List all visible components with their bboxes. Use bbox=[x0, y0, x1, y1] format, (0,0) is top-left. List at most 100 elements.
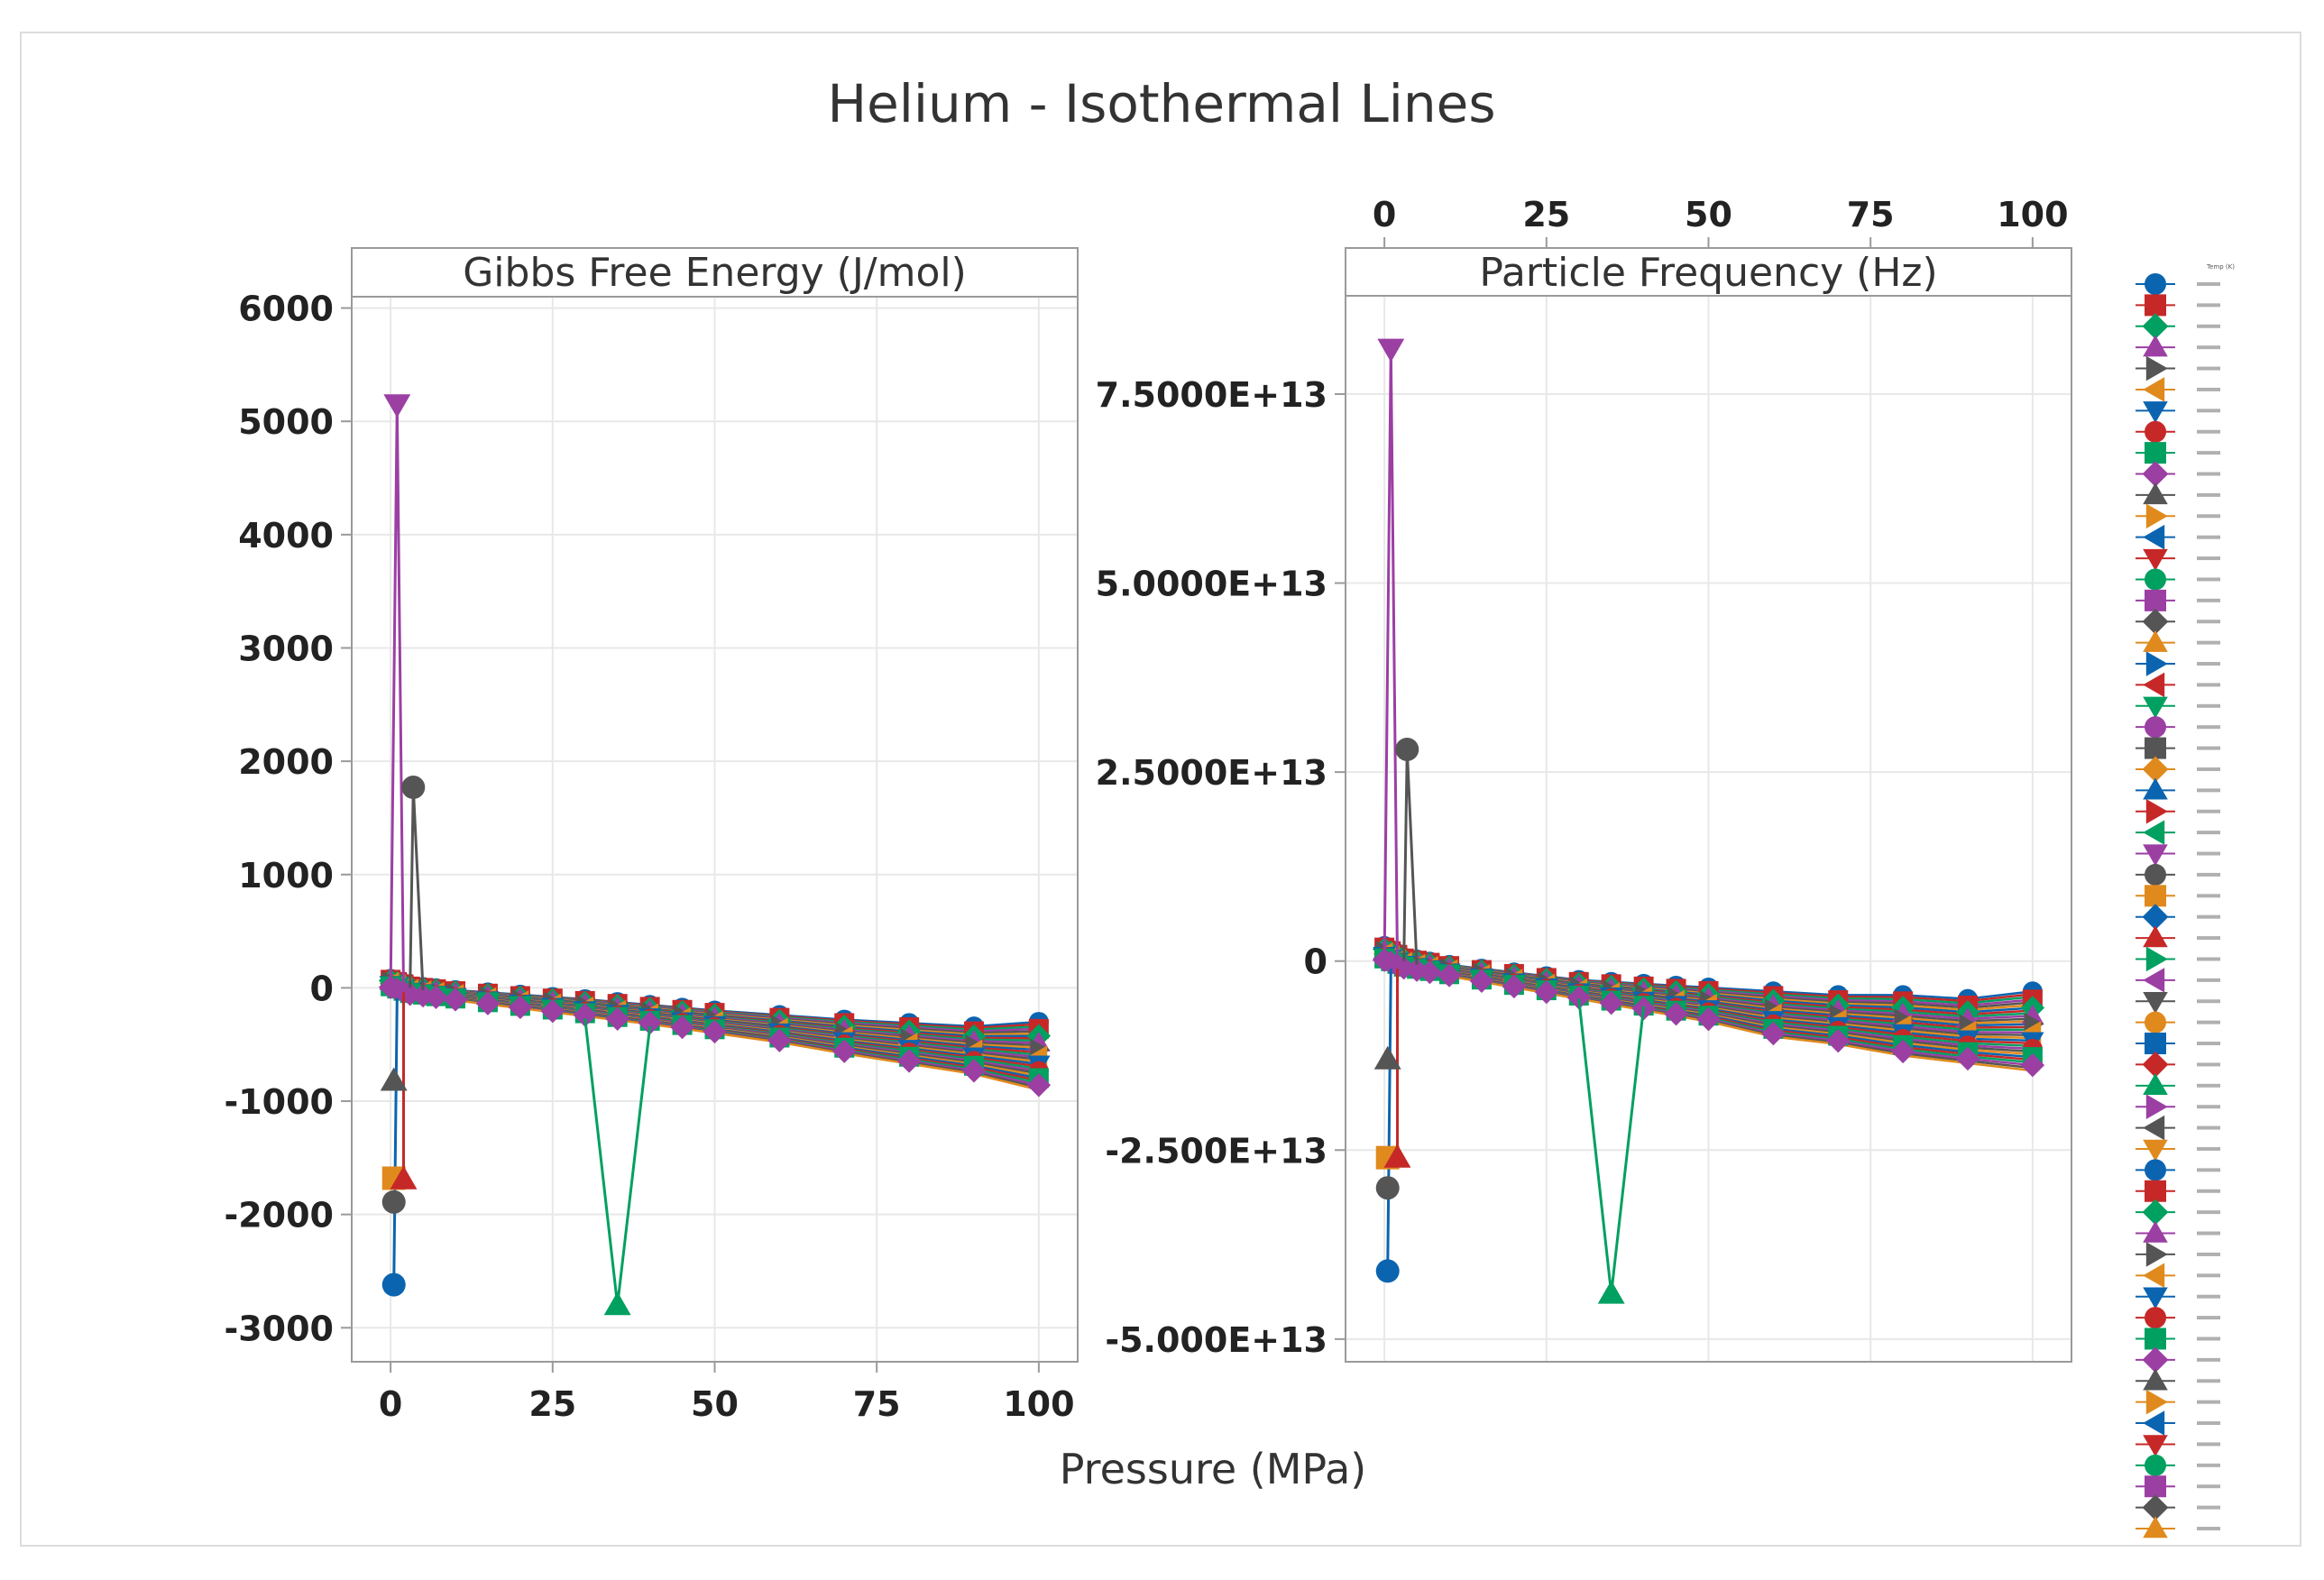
legend-marker bbox=[2145, 1094, 2168, 1120]
x-tick-label: 25 bbox=[1522, 195, 1570, 234]
x-tick-label: 50 bbox=[1685, 195, 1732, 234]
legend-label-placeholder bbox=[2197, 746, 2220, 750]
legend-label-placeholder bbox=[2197, 662, 2220, 666]
legend-marker bbox=[2143, 1115, 2165, 1141]
legend-marker bbox=[2145, 1242, 2168, 1267]
legend-marker bbox=[2143, 335, 2168, 357]
legend-marker bbox=[2143, 1263, 2165, 1289]
series-point bbox=[1437, 963, 1462, 988]
legend-marker bbox=[2143, 696, 2168, 719]
legend-label-placeholder bbox=[2197, 809, 2220, 813]
legend-label-placeholder bbox=[2197, 978, 2220, 982]
legend-label-placeholder bbox=[2197, 1421, 2220, 1426]
legend: Temp (K) bbox=[2136, 263, 2235, 1539]
legend-label-placeholder bbox=[2197, 1210, 2220, 1215]
series-point bbox=[1761, 1021, 1786, 1046]
legend-label-placeholder bbox=[2197, 409, 2220, 413]
series-point bbox=[424, 985, 448, 1009]
legend-marker bbox=[2143, 1139, 2168, 1162]
legend-marker bbox=[2142, 1494, 2169, 1521]
legend-label-placeholder bbox=[2197, 1168, 2220, 1172]
highlight-point bbox=[1375, 1176, 1400, 1200]
legend-marker bbox=[2143, 1073, 2168, 1096]
series-point bbox=[605, 1006, 629, 1032]
highlight-line bbox=[1382, 348, 1399, 961]
legend-label-placeholder bbox=[2197, 577, 2220, 582]
data-layer bbox=[378, 394, 1052, 1316]
legend-marker bbox=[2145, 1307, 2166, 1329]
x-axis-label: Pressure (MPa) bbox=[1060, 1445, 1367, 1493]
legend-marker bbox=[2145, 716, 2166, 739]
y-tick-label: 5000 bbox=[238, 402, 334, 442]
highlight-point bbox=[1395, 737, 1419, 761]
panel-title: Gibbs Free Energy (J/mol) bbox=[463, 250, 967, 296]
legend-marker bbox=[2145, 568, 2166, 591]
series-point bbox=[1469, 969, 1494, 993]
legend-label-placeholder bbox=[2197, 429, 2220, 434]
y-tick-label: 6000 bbox=[238, 289, 334, 329]
highlight-point bbox=[1597, 1280, 1625, 1304]
legend-marker bbox=[2145, 1011, 2166, 1033]
highlight-line bbox=[583, 1018, 652, 1306]
y-tick-label: 0 bbox=[310, 969, 334, 1008]
y-tick-label: 3000 bbox=[238, 629, 334, 668]
legend-marker bbox=[2145, 1033, 2166, 1055]
highlight-point bbox=[1373, 1045, 1401, 1070]
legend-label-placeholder bbox=[2197, 451, 2220, 455]
highlight-point bbox=[401, 776, 426, 800]
highlight-point bbox=[1383, 1144, 1411, 1168]
legend-marker bbox=[2142, 1346, 2169, 1373]
legend-label-placeholder bbox=[2197, 1337, 2220, 1341]
legend-label-placeholder bbox=[2197, 894, 2220, 898]
y-tick-label: 4000 bbox=[238, 516, 334, 556]
panel-frequency: Particle Frequency (Hz) 7.5000E+13 5.0000E… bbox=[1096, 195, 2072, 1363]
panels: Gibbs Free Energy (J/mol)600050004000300… bbox=[224, 195, 2072, 1424]
series-point bbox=[670, 1015, 694, 1040]
legend-label-placeholder bbox=[2197, 1357, 2220, 1362]
legend-marker bbox=[2143, 524, 2165, 550]
series-point bbox=[573, 1003, 597, 1027]
legend-marker bbox=[2145, 420, 2166, 443]
highlight-line bbox=[1386, 969, 1392, 1272]
x-tick-label: 0 bbox=[379, 1384, 402, 1424]
legend-label-placeholder bbox=[2197, 725, 2220, 730]
highlight-line bbox=[409, 786, 425, 990]
x-tick-label: 100 bbox=[1997, 195, 2068, 234]
legend-label-placeholder bbox=[2197, 914, 2220, 919]
legend-marker bbox=[2145, 863, 2166, 886]
legend-marker bbox=[2145, 737, 2166, 759]
legend-marker bbox=[2142, 1199, 2169, 1226]
legend-label-placeholder bbox=[2197, 640, 2220, 645]
series-point bbox=[475, 991, 501, 1015]
series-point bbox=[443, 988, 468, 1012]
legend-label-placeholder bbox=[2197, 788, 2220, 793]
legend-marker bbox=[2143, 820, 2165, 845]
legend-label-placeholder bbox=[2197, 1189, 2220, 1193]
legend-marker bbox=[2143, 1368, 2168, 1391]
y-tick-label: 7.5000E+13 bbox=[1096, 375, 1327, 415]
legend-marker bbox=[2143, 968, 2165, 993]
x-tick-label: 0 bbox=[1373, 195, 1396, 234]
legend-label-placeholder bbox=[2197, 703, 2220, 708]
legend-marker bbox=[2145, 1389, 2168, 1415]
legend-label-placeholder bbox=[2197, 957, 2220, 961]
series-point bbox=[540, 999, 565, 1024]
y-tick-label: 2000 bbox=[238, 742, 334, 782]
legend-label-placeholder bbox=[2197, 556, 2220, 561]
series-point bbox=[638, 1010, 662, 1035]
series-point bbox=[1566, 985, 1591, 1010]
x-tick-label: 25 bbox=[528, 1384, 576, 1424]
legend-label-placeholder bbox=[2197, 366, 2220, 371]
panel-gibbs: Gibbs Free Energy (J/mol) 6000 5000 4000 300… bbox=[224, 247, 1079, 1424]
x-tick-label: 75 bbox=[1847, 195, 1895, 234]
legend-label-placeholder bbox=[2197, 1463, 2220, 1467]
series-point bbox=[896, 1049, 922, 1073]
legend-label-placeholder bbox=[2197, 598, 2220, 602]
series-point bbox=[961, 1059, 987, 1083]
y-tick-label: -2.500E+13 bbox=[1105, 1131, 1327, 1171]
legend-label-placeholder bbox=[2197, 936, 2220, 941]
legend-label-placeholder bbox=[2197, 1316, 2220, 1320]
legend-marker bbox=[2143, 401, 2168, 424]
highlight-point bbox=[381, 1272, 406, 1297]
legend-label-placeholder bbox=[2197, 1125, 2220, 1130]
